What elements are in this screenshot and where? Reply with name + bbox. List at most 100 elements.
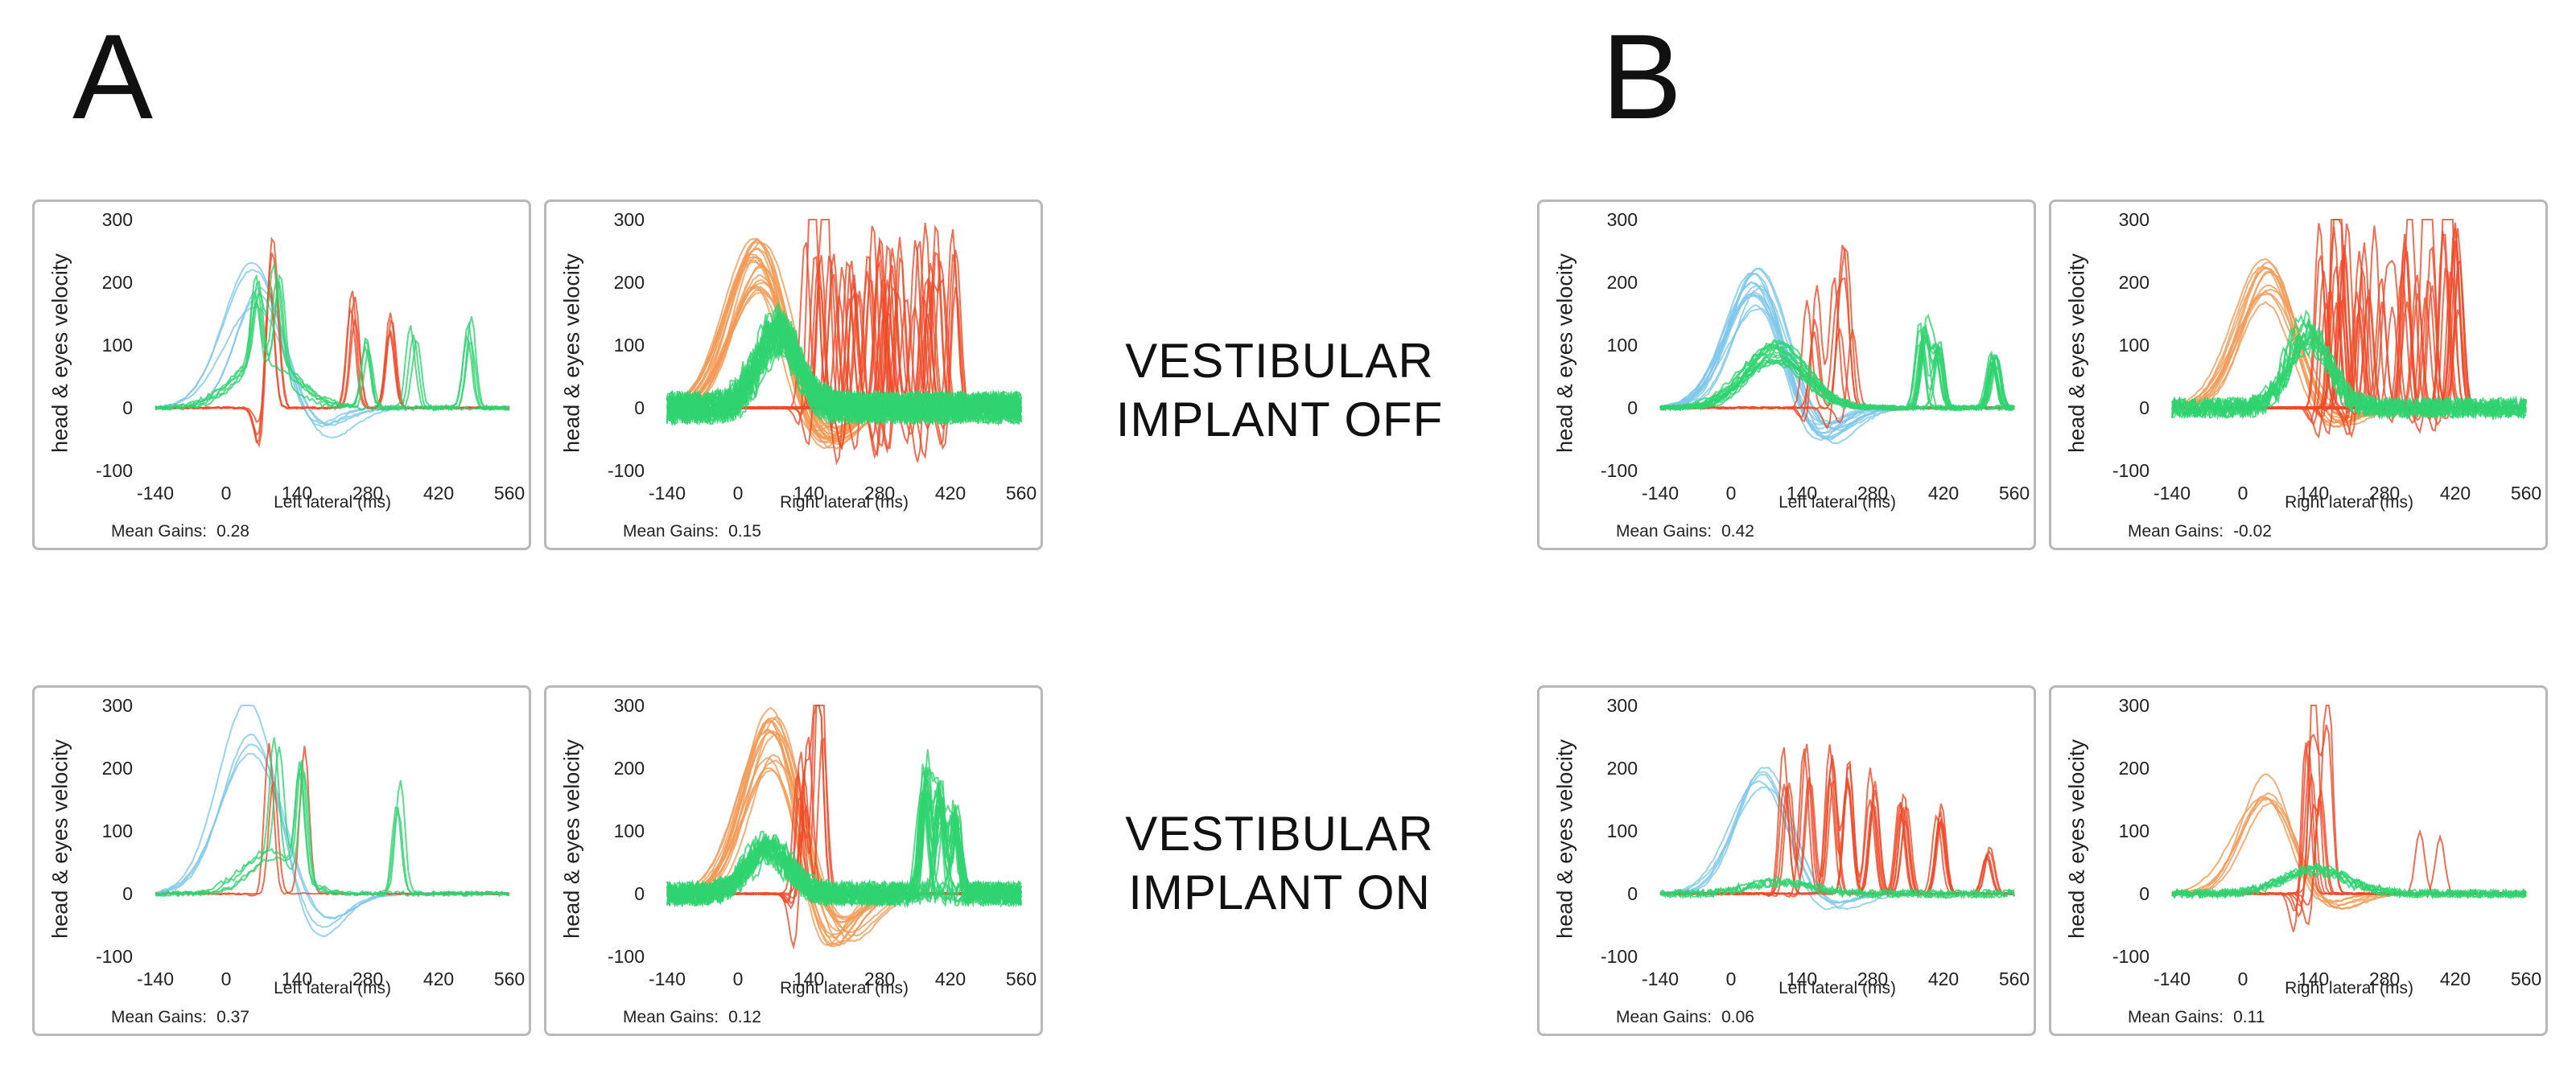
x-tick-label: 420 — [1928, 483, 1959, 504]
y-tick-label: 0 — [122, 883, 133, 904]
mean-gains: Mean Gains: 0.12 — [623, 1008, 761, 1027]
head-right-trace — [666, 718, 1021, 946]
x-tick-label: 0 — [221, 483, 232, 504]
x-axis-label: Right lateral (ms) — [780, 493, 909, 512]
y-tick-label: 200 — [614, 758, 645, 779]
eye-vor-trace — [2171, 330, 2527, 419]
y-tick-label: 100 — [102, 335, 133, 356]
y-tick-label: 100 — [102, 820, 133, 841]
y-tick-label: -100 — [2112, 460, 2149, 481]
eye-vor-trace — [155, 760, 510, 898]
condition-on-line-2: IMPLANT ON — [1128, 866, 1431, 920]
plot-b-off-right: 300 200 100 0 -100 -140 0 140 280 420 560 head & ey… — [2049, 199, 2548, 550]
x-tick-label: -140 — [649, 968, 686, 989]
y-axis-label: head & eyes velocity — [2064, 739, 2089, 939]
x-tick-label: 560 — [1006, 483, 1037, 504]
chart-svg: 300 200 100 0 -100-140 0 140 280 420 560 — [96, 209, 525, 504]
eye-saccade-trace — [155, 746, 510, 896]
y-tick-label: 100 — [2119, 820, 2149, 841]
x-tick-label: 140 — [282, 968, 312, 989]
y-tick-label: 0 — [634, 397, 645, 418]
mean-gains-label: Mean Gains: — [1616, 1008, 1713, 1026]
y-tick-label: 200 — [1607, 272, 1638, 293]
y-tick-label: -100 — [96, 946, 133, 967]
chart-svg: 300 200 100 0 -100-140 0 140 280 420 560 — [2112, 695, 2541, 989]
chart-svg: 300 200 100 0 -100-140 0 140 280 420 560 — [1601, 695, 2030, 989]
head-left-trace — [155, 733, 510, 928]
head-right-trace — [666, 759, 1022, 943]
x-tick-label: 140 — [1787, 483, 1817, 504]
y-tick-label: 200 — [1607, 758, 1638, 779]
y-tick-label: -100 — [96, 460, 133, 481]
x-axis-label: Right lateral (ms) — [780, 979, 909, 997]
x-axis-label: Right lateral (ms) — [2285, 493, 2413, 512]
x-tick-label: 560 — [494, 483, 525, 504]
y-tick-label: 0 — [1627, 397, 1638, 418]
mean-gains-value: 0.12 — [728, 1008, 761, 1026]
mean-gains-label: Mean Gains: — [623, 1008, 719, 1026]
mean-gains: Mean Gains: 0.28 — [111, 522, 249, 541]
chart-svg: 300 200 100 0 -100-140 0 140 280 420 560 — [608, 695, 1037, 989]
mean-gains-label: Mean Gains: — [623, 522, 719, 541]
panel-letter-b: B — [1601, 9, 1683, 144]
mean-gains: Mean Gains: 0.11 — [2128, 1008, 2265, 1027]
x-tick-label: 560 — [1999, 483, 2030, 504]
y-axis-label-wrap: head & eyes velocity — [36, 216, 84, 490]
plot-b-on-right: 300 200 100 0 -100 -140 0 140 280 420 560 head & ey… — [2049, 685, 2548, 1036]
y-axis-label: head & eyes velocity — [2064, 253, 2089, 453]
eye-vor-trace — [155, 273, 510, 412]
y-tick-label: 300 — [102, 209, 133, 230]
x-tick-label: 280 — [352, 483, 383, 504]
x-tick-label: 140 — [2298, 483, 2329, 504]
x-tick-label: 280 — [864, 968, 895, 989]
x-tick-label: 0 — [2238, 483, 2248, 504]
x-tick-label: 140 — [793, 483, 824, 504]
head-left-trace — [155, 306, 510, 439]
x-tick-label: 420 — [423, 483, 454, 504]
x-tick-label: -140 — [137, 968, 174, 989]
x-tick-label: 140 — [2298, 968, 2329, 989]
x-axis-label: Left lateral (ms) — [274, 979, 391, 997]
x-tick-label: 0 — [1726, 483, 1737, 504]
condition-label-implant-off: VESTIBULAR IMPLANT OFF — [1054, 331, 1505, 449]
y-axis-label: head & eyes velocity — [559, 739, 584, 939]
x-tick-label: 140 — [282, 483, 312, 504]
eye-vor-trace — [155, 281, 510, 412]
plot-a-off-right: 300 200 100 0 -100 -140 0 140 280 420 560 head & ey… — [544, 199, 1043, 550]
mean-gains: Mean Gains: -0.02 — [2128, 522, 2272, 541]
x-tick-label: 420 — [423, 968, 454, 989]
y-axis-label-wrap: head & eyes velocity — [1541, 702, 1589, 976]
mean-gains-label: Mean Gains: — [111, 1008, 208, 1026]
y-axis-label-wrap: head & eyes velocity — [548, 216, 596, 490]
chart-svg: 300 200 100 0 -100-140 0 140 280 420 560 — [2112, 209, 2541, 504]
chart-svg: 300 200 100 0 -100-140 0 140 280 420 560 — [96, 695, 525, 989]
x-tick-label: -140 — [1642, 483, 1679, 504]
condition-label-implant-on: VESTIBULAR IMPLANT ON — [1054, 804, 1505, 922]
y-tick-label: 100 — [614, 820, 645, 841]
y-tick-label: 100 — [1607, 820, 1638, 841]
x-tick-label: 560 — [2511, 483, 2541, 504]
y-tick-label: 300 — [102, 695, 133, 716]
x-axis-label: Left lateral (ms) — [274, 493, 391, 512]
eye-vor-trace — [155, 273, 510, 412]
x-tick-label: 280 — [352, 968, 383, 989]
x-tick-label: 420 — [1928, 968, 1959, 989]
eye-vor-trace — [1659, 875, 2015, 899]
plot-b-off-left: 300 200 100 0 -100 -140 0 140 280 420 560 head & ey… — [1537, 199, 2036, 550]
plot-a-on-left: 300 200 100 0 -100 -140 0 140 280 420 560 head & ey… — [32, 685, 531, 1036]
mean-gains-value: 0.15 — [728, 522, 761, 541]
y-axis-label-wrap: head & eyes velocity — [36, 702, 84, 976]
y-axis-label-wrap: head & eyes velocity — [2053, 702, 2101, 976]
eye-vor-trace — [155, 746, 510, 898]
x-axis-label: Left lateral (ms) — [1778, 493, 1896, 512]
mean-gains-value: 0.28 — [216, 522, 249, 541]
y-axis-label: head & eyes velocity — [1552, 739, 1577, 939]
x-tick-label: 0 — [221, 968, 232, 989]
eye-saccade-trace — [155, 742, 510, 897]
eye-vor-trace — [155, 264, 510, 411]
mean-gains-value: -0.02 — [2233, 522, 2272, 541]
x-tick-label: 0 — [733, 968, 744, 989]
mean-gains: Mean Gains: 0.37 — [111, 1008, 249, 1027]
chart-svg: 300 200 100 0 -100-140 0 140 280 420 560 — [608, 209, 1037, 504]
x-tick-label: 420 — [2440, 483, 2471, 504]
